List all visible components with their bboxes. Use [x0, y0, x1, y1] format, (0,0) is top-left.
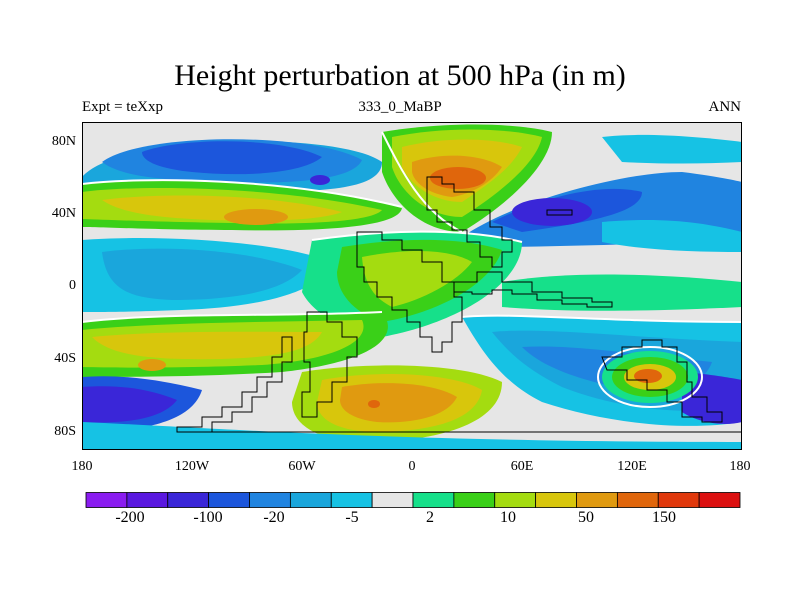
- indian-ocean-low-core: [682, 372, 742, 424]
- colorbar-box-15: [698, 492, 741, 508]
- plot-title: Height perturbation at 500 hPa (in m): [174, 59, 626, 92]
- northwest-arc: [602, 134, 742, 164]
- x-tick-label-60w: 60W: [288, 459, 316, 474]
- colorbar-label-minus-20: -20: [263, 509, 285, 526]
- sh-pacific-high-2: [92, 331, 322, 360]
- colorbar-box-3: [208, 492, 250, 508]
- height-perturbation-map: [82, 122, 742, 450]
- x-tick-label-0: 0: [408, 459, 416, 474]
- colorbar-box-11: [535, 492, 577, 508]
- sh-pacific-high-core: [138, 359, 166, 371]
- maritime-low: [602, 220, 742, 252]
- south-atlantic-high-core: [368, 400, 380, 408]
- colorbar-box-10: [494, 492, 537, 508]
- eurasia-outline: [426, 176, 513, 268]
- colorbar-box-8: [412, 492, 455, 508]
- colorbar-box-9: [453, 492, 496, 508]
- contour-fills: [82, 124, 742, 450]
- colorbar-label-minus-200: -200: [115, 509, 145, 526]
- zero-contour-4: [82, 311, 383, 323]
- southern-ocean-low-core: [82, 386, 177, 423]
- colorbar-label-10: 10: [500, 509, 516, 526]
- x-tick-label-60e: 60E: [510, 459, 534, 474]
- colorbar-box-1: [126, 492, 169, 508]
- colorbar-box-6: [330, 492, 373, 508]
- x-tick-label-180w: 180: [71, 459, 93, 474]
- colorbar: [85, 492, 741, 508]
- small-island-outline: [546, 209, 573, 216]
- nh-high-belt-core: [224, 209, 288, 225]
- colorbar-label-150: 150: [652, 509, 676, 526]
- indo-pacific-band: [502, 274, 742, 311]
- midlat-high-belt: [82, 180, 402, 231]
- north-band: [82, 124, 742, 247]
- africa-outline: [356, 231, 463, 353]
- zero-contour-3: [311, 230, 523, 243]
- zero-contour-2: [381, 131, 463, 233]
- experiment-label: Expt = teXxp: [82, 99, 163, 115]
- colorbar-label-2: 2: [426, 509, 434, 526]
- x-tick-label-120e: 120E: [617, 459, 647, 474]
- asia-outline: [453, 271, 613, 308]
- australian-high-core: [634, 369, 662, 383]
- colorbar-label-minus-100: -100: [193, 509, 223, 526]
- southern-hemisphere: [82, 312, 742, 450]
- zero-contour-1: [82, 179, 403, 208]
- colorbar-box-4: [249, 492, 291, 508]
- colorbar-box-14: [657, 492, 700, 508]
- eurasia-ridge-core: [430, 167, 486, 189]
- south-atlantic-high-2: [340, 383, 457, 423]
- y-tick-label-40s: 40S: [54, 351, 76, 366]
- sh-polar-band: [82, 422, 742, 450]
- map-svg: [82, 124, 742, 450]
- tropical-pacific-low-core: [102, 248, 302, 300]
- white-zero-contours: [82, 131, 742, 323]
- colorbar-box-2: [167, 492, 210, 508]
- zero-contour-5: [461, 314, 742, 323]
- colorbar-box-5: [289, 492, 332, 508]
- south-america-outline: [301, 311, 358, 418]
- continent-outlines: [176, 176, 742, 433]
- tropics: [82, 220, 742, 337]
- colorbar-box-0: [85, 492, 128, 508]
- australian-high-white-ring: [597, 346, 703, 408]
- north-pacific-low-core: [142, 141, 322, 175]
- period-label: 333_0_MaBP: [358, 99, 442, 115]
- australia-outline: [601, 339, 723, 423]
- season-label: ANN: [708, 99, 742, 115]
- equatorial-high-2: [362, 250, 472, 307]
- colorbar-box-13: [616, 492, 659, 508]
- asian-trough-center: [512, 198, 592, 226]
- y-tick-label-equator: 0: [69, 278, 76, 293]
- y-tick-label-40n: 40N: [51, 206, 76, 221]
- colorbar-box-7: [371, 492, 414, 508]
- y-tick-label-80n: 80N: [51, 134, 76, 149]
- colorbar-label-50: 50: [578, 509, 594, 526]
- y-tick-label-80s: 80S: [54, 424, 76, 439]
- colorbar-label-minus-5: -5: [345, 509, 359, 526]
- north-pacific-low-center: [310, 175, 330, 185]
- x-tick-label-120w: 120W: [174, 459, 210, 474]
- colorbar-box-12: [576, 492, 618, 508]
- x-tick-label-180e: 180: [729, 459, 751, 474]
